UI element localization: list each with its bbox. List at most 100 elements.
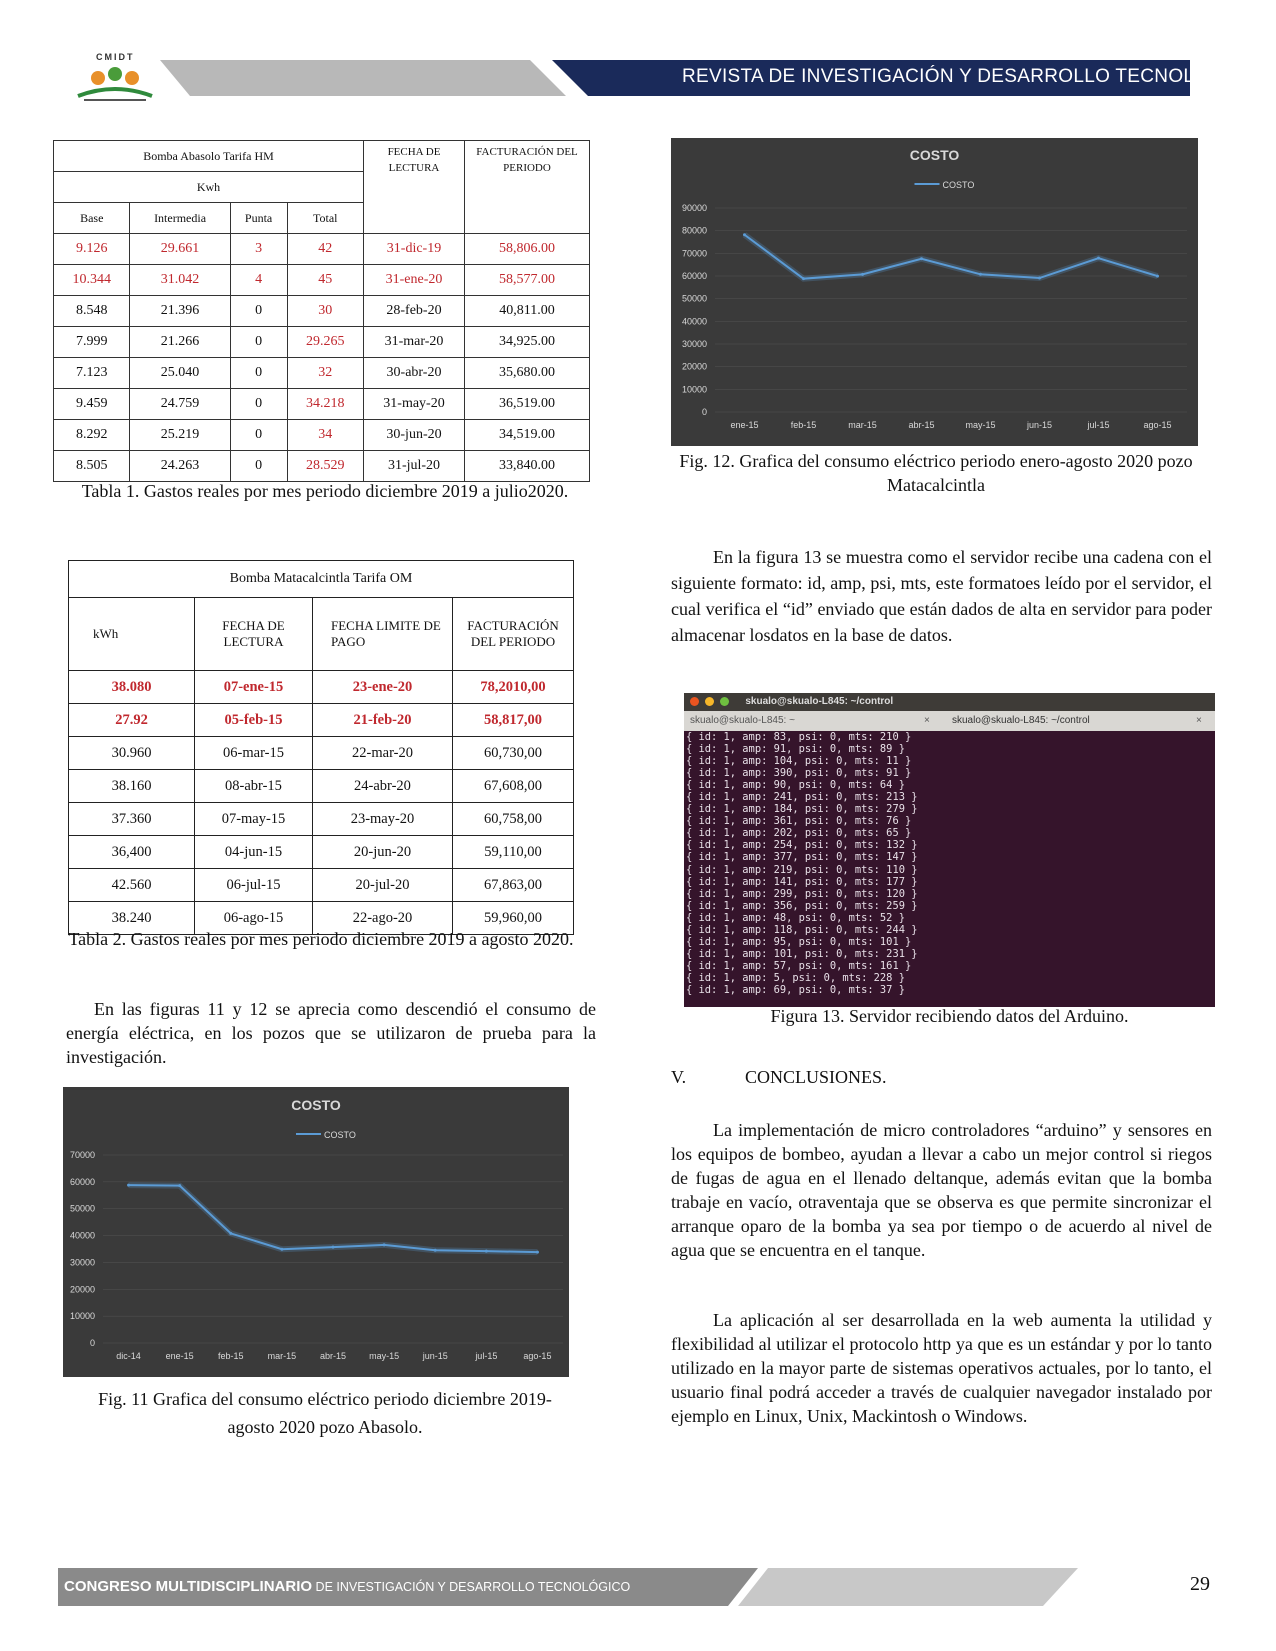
table2-cell-limite: 21-feb-20 <box>312 703 453 737</box>
table2-cell-facturacion: 59,110,00 <box>452 835 574 869</box>
table2-cell-lectura: 06-jul-15 <box>194 868 313 902</box>
terminal-line: { id: 1, amp: 69, psi: 0, mts: 37 } <box>686 983 905 996</box>
data-point <box>127 1183 131 1187</box>
y-tick-label: 0 <box>90 1338 95 1348</box>
table1-caption: Tabla 1. Gastos reales por mes periodo d… <box>81 481 569 501</box>
y-tick-label: 30000 <box>70 1257 95 1267</box>
table2-cell-kwh: 38.080 <box>68 670 195 704</box>
table-row: 37.360 07-may-15 23-may-20 60,758,00 <box>68 802 574 836</box>
data-point <box>861 272 864 276</box>
table2-cell-kwh: 30.960 <box>68 736 195 770</box>
terminal-line: { id: 1, amp: 104, psi: 0, mts: 11 } <box>686 755 912 768</box>
table1-cell-facturacion: 36,519.00 <box>464 388 590 420</box>
paragraph-figures-intro: En las figuras 11 y 12 se aprecia como d… <box>66 999 596 1067</box>
data-point <box>382 1243 386 1247</box>
close-icon[interactable]: × <box>1196 715 1202 726</box>
table1-cell-fecha: 31-jul-20 <box>363 450 465 482</box>
terminal-line: { id: 1, amp: 95, psi: 0, mts: 101 } <box>686 935 912 948</box>
table1-cell-facturacion: 58,577.00 <box>464 264 590 296</box>
journal-logo <box>77 67 153 101</box>
table2-cell-facturacion: 67,863,00 <box>452 868 574 902</box>
logo-text: CMIDT <box>96 52 135 62</box>
data-point <box>1038 276 1041 280</box>
data-point <box>535 1250 539 1254</box>
x-tick-label: feb-15 <box>791 420 817 430</box>
fig13-caption: Figura 13. Servidor recibiendo datos del… <box>770 1006 1129 1026</box>
close-window-icon[interactable] <box>690 696 699 706</box>
table1-subheader: Total <box>286 202 364 234</box>
data-point <box>1156 274 1159 278</box>
data-point <box>280 1247 284 1251</box>
close-icon[interactable]: × <box>924 715 930 726</box>
terminal-line: { id: 1, amp: 202, psi: 0, mts: 65 } <box>686 827 912 840</box>
table1-cell-intermedia: 25.040 <box>129 357 231 389</box>
table1-cell-facturacion: 33,840.00 <box>464 450 590 482</box>
table1-cell-intermedia: 31.042 <box>129 264 231 296</box>
table-row: 38.080 07-ene-15 23-ene-20 78,2010,00 <box>68 670 574 704</box>
terminal-output: { id: 1, amp: 83, psi: 0, mts: 210 }{ id… <box>684 731 1215 996</box>
x-tick-label: jun-15 <box>1026 420 1052 430</box>
terminal-line: { id: 1, amp: 241, psi: 0, mts: 213 } <box>686 791 918 804</box>
table1-cell-fecha: 31-mar-20 <box>363 326 465 358</box>
table1-cell-base: 9.126 <box>52 233 131 265</box>
table1-cell-total: 42 <box>286 233 364 265</box>
table-row: 9.459 24.759 0 34.218 31-may-20 36,519.00 <box>52 388 590 420</box>
table2-header: kWh <box>68 597 195 671</box>
table2-cell-facturacion: 60,730,00 <box>452 736 574 770</box>
table2-cell-limite: 22-ago-20 <box>312 901 453 935</box>
chart-background <box>63 1087 569 1377</box>
y-tick-label: 10000 <box>70 1311 95 1321</box>
table1-cell-facturacion: 40,811.00 <box>464 295 590 327</box>
table1-cell-intermedia: 25.219 <box>129 419 231 451</box>
footer-conference: CONGRESO MULTIDISCIPLINARIO DE INVESTIGA… <box>64 1578 630 1595</box>
table2-cell-kwh: 42.560 <box>68 868 195 902</box>
table2-title: Bomba Matacalcintla Tarifa OM <box>68 560 574 598</box>
chart-background <box>671 138 1198 446</box>
table2-header: FECHA DE LECTURA <box>194 597 313 671</box>
table1-cell-total: 28.529 <box>286 450 364 482</box>
table1-title: Bomba Abasolo Tarifa HM <box>53 140 364 172</box>
table2-cell-lectura: 04-jun-15 <box>194 835 313 869</box>
minimize-window-icon[interactable] <box>704 696 714 706</box>
table2-header: FECHA LIMITE DE PAGO <box>312 597 453 671</box>
terminal-line: { id: 1, amp: 361, psi: 0, mts: 76 } <box>686 815 912 828</box>
terminal-tab-home[interactable]: skualo@skualo-L845: ~ <box>690 715 795 726</box>
data-point <box>229 1231 233 1235</box>
table1-cell-facturacion: 34,925.00 <box>464 326 590 358</box>
y-tick-label: 60000 <box>70 1177 95 1187</box>
table-row: 8.292 25.219 0 34 30-jun-20 34,519.00 <box>52 419 590 451</box>
table1-cell-facturacion: 34,519.00 <box>464 419 590 451</box>
table-row: 30.960 06-mar-15 22-mar-20 60,730,00 <box>68 736 574 770</box>
section-heading-conclusiones: CONCLUSIONES. <box>745 1067 887 1087</box>
table1-cell-intermedia: 21.396 <box>129 295 231 327</box>
terminal-line: { id: 1, amp: 356, psi: 0, mts: 259 } <box>686 899 918 912</box>
table1-cell-punta: 0 <box>229 388 288 420</box>
table-row: 36,400 04-jun-15 20-jun-20 59,110,00 <box>68 835 574 869</box>
maximize-window-icon[interactable] <box>719 696 729 706</box>
table1-cell-intermedia: 24.263 <box>129 450 231 482</box>
table1-header-facturacion: FACTURACIÓN DEL PERIODO <box>464 140 590 234</box>
x-tick-label: feb-15 <box>218 1351 244 1361</box>
table1-subheader: Base <box>52 202 131 234</box>
table2-cell-facturacion: 59,960,00 <box>452 901 574 935</box>
table2-cell-limite: 20-jul-20 <box>312 868 453 902</box>
table1-cell-fecha: 30-jun-20 <box>363 419 465 451</box>
terminal-line: { id: 1, amp: 57, psi: 0, mts: 161 } <box>686 959 912 972</box>
table-row: 27.92 05-feb-15 21-feb-20 58,817,00 <box>68 703 574 737</box>
x-tick-label: jun-15 <box>422 1351 448 1361</box>
chart-costo-abasolo: COSTO COSTO 0 10000 20000 30000 40000 50000 6000… <box>63 1087 569 1377</box>
table2-cell-kwh: 37.360 <box>68 802 195 836</box>
terminal-tab-control[interactable]: skualo@skualo-L845: ~/control <box>952 715 1090 726</box>
table1-cell-base: 8.292 <box>52 419 131 451</box>
table1-cell-punta: 0 <box>229 419 288 451</box>
y-tick-label: 30000 <box>682 339 707 349</box>
table1-cell-base: 8.505 <box>52 450 131 482</box>
table-row: 8.505 24.263 0 28.529 31-jul-20 33,840.00 <box>52 450 590 482</box>
footer-band <box>58 1568 1078 1606</box>
table2-cell-facturacion: 78,2010,00 <box>452 670 574 704</box>
table1-cell-base: 10.344 <box>52 264 131 296</box>
terminal-title: skualo@skualo-L845: ~/control <box>745 696 894 707</box>
table2-cell-kwh: 36,400 <box>68 835 195 869</box>
y-tick-label: 40000 <box>70 1231 95 1241</box>
table1-cell-total: 32 <box>286 357 364 389</box>
